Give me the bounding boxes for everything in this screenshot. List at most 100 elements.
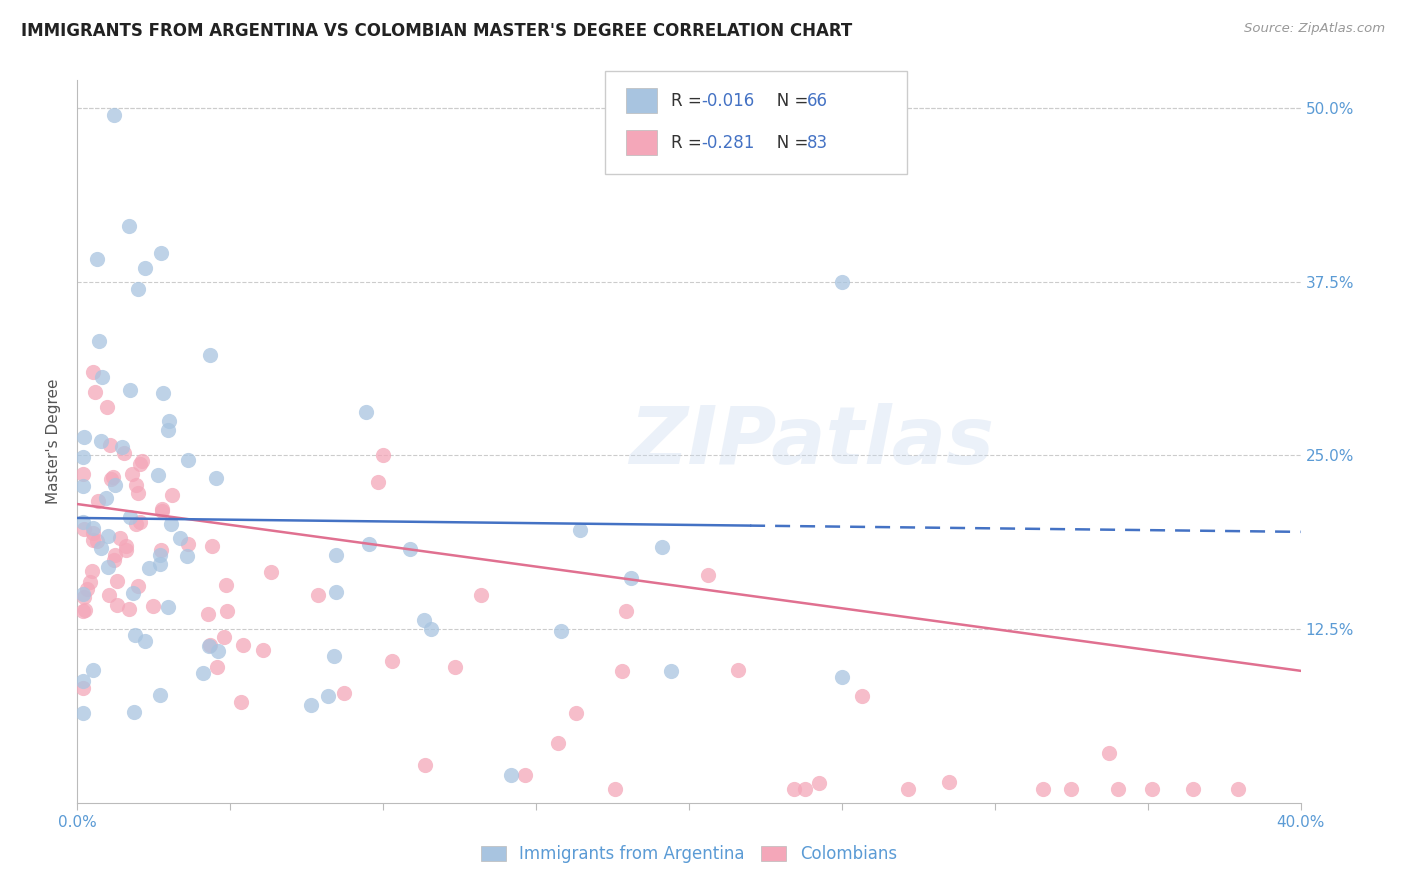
Point [149, 542, 172, 557]
Point [659, 664, 682, 678]
Point [149, 246, 172, 260]
Point [76, 582, 98, 596]
Text: R =: R = [671, 134, 707, 152]
Point [115, 542, 138, 557]
Text: -0.016: -0.016 [702, 92, 755, 110]
Point [72, 479, 94, 493]
Text: IMMIGRANTS FROM ARGENTINA VS COLOMBIAN MASTER'S DEGREE CORRELATION CHART: IMMIGRANTS FROM ARGENTINA VS COLOMBIAN M… [21, 22, 852, 40]
Point [87, 494, 110, 508]
Point [169, 531, 191, 545]
Point [215, 578, 238, 592]
Point [565, 706, 588, 721]
Point [499, 768, 522, 782]
Point [101, 470, 124, 484]
Point [177, 452, 200, 467]
Point [90, 434, 112, 449]
Point [134, 634, 156, 648]
Point [127, 282, 149, 296]
Point [443, 660, 465, 674]
Point [82, 663, 104, 677]
Point [97, 529, 120, 543]
Point [111, 440, 134, 454]
Point [204, 470, 226, 484]
Point [114, 539, 136, 553]
Point [207, 660, 229, 674]
Point [470, 589, 492, 603]
Point [938, 774, 960, 789]
Point [118, 219, 141, 234]
Point [79, 575, 101, 590]
Point [198, 347, 221, 361]
Point [72, 674, 94, 689]
Point [371, 449, 394, 463]
Point [162, 488, 184, 502]
Point [152, 385, 174, 400]
Point [129, 515, 152, 529]
Point [851, 689, 873, 703]
Point [94, 491, 117, 505]
Point [229, 695, 252, 709]
Point [98, 438, 121, 452]
Point [120, 510, 142, 524]
Point [129, 458, 152, 472]
Point [568, 523, 591, 537]
Point [727, 663, 749, 677]
Point [299, 698, 322, 713]
Point [252, 643, 274, 657]
Point [513, 768, 536, 782]
Point [72, 706, 94, 721]
Point [72, 681, 94, 695]
Legend: Immigrants from Argentina, Colombians: Immigrants from Argentina, Colombians [481, 845, 897, 863]
Point [177, 536, 200, 550]
Point [316, 689, 339, 703]
Point [82, 525, 104, 540]
Point [201, 539, 224, 553]
Point [84, 385, 107, 400]
Point [112, 446, 135, 460]
Point [125, 478, 148, 492]
Text: ZIPatlas: ZIPatlas [628, 402, 994, 481]
Point [72, 430, 94, 444]
Point [118, 383, 141, 397]
Point [149, 688, 172, 702]
Point [104, 478, 127, 492]
Text: 66: 66 [807, 92, 828, 110]
Point [134, 260, 156, 275]
Point [103, 553, 125, 567]
Point [831, 275, 853, 289]
Point [207, 644, 229, 658]
Point [105, 598, 128, 612]
Point [86, 534, 108, 549]
Point [121, 467, 143, 481]
Text: R =: R = [671, 92, 707, 110]
Point [100, 472, 122, 486]
Point [603, 781, 626, 796]
Text: 83: 83 [807, 134, 828, 152]
Point [1181, 781, 1204, 796]
Point [72, 587, 94, 601]
Point [138, 561, 160, 575]
Point [90, 369, 112, 384]
Point [1227, 781, 1250, 796]
Point [73, 522, 96, 536]
Point [157, 414, 180, 428]
Point [150, 502, 173, 516]
Point [831, 670, 853, 684]
Point [413, 757, 436, 772]
Point [97, 559, 120, 574]
Point [333, 686, 356, 700]
Point [157, 423, 180, 437]
Text: -0.281: -0.281 [702, 134, 755, 152]
Point [419, 622, 441, 636]
Point [398, 542, 420, 557]
Point [783, 781, 806, 796]
Point [82, 533, 104, 548]
Text: N =: N = [761, 92, 813, 110]
Point [72, 604, 94, 618]
Point [72, 450, 94, 464]
Point [1097, 746, 1119, 760]
Point [1032, 781, 1054, 796]
Point [260, 566, 283, 580]
Point [307, 589, 329, 603]
Point [157, 600, 180, 615]
